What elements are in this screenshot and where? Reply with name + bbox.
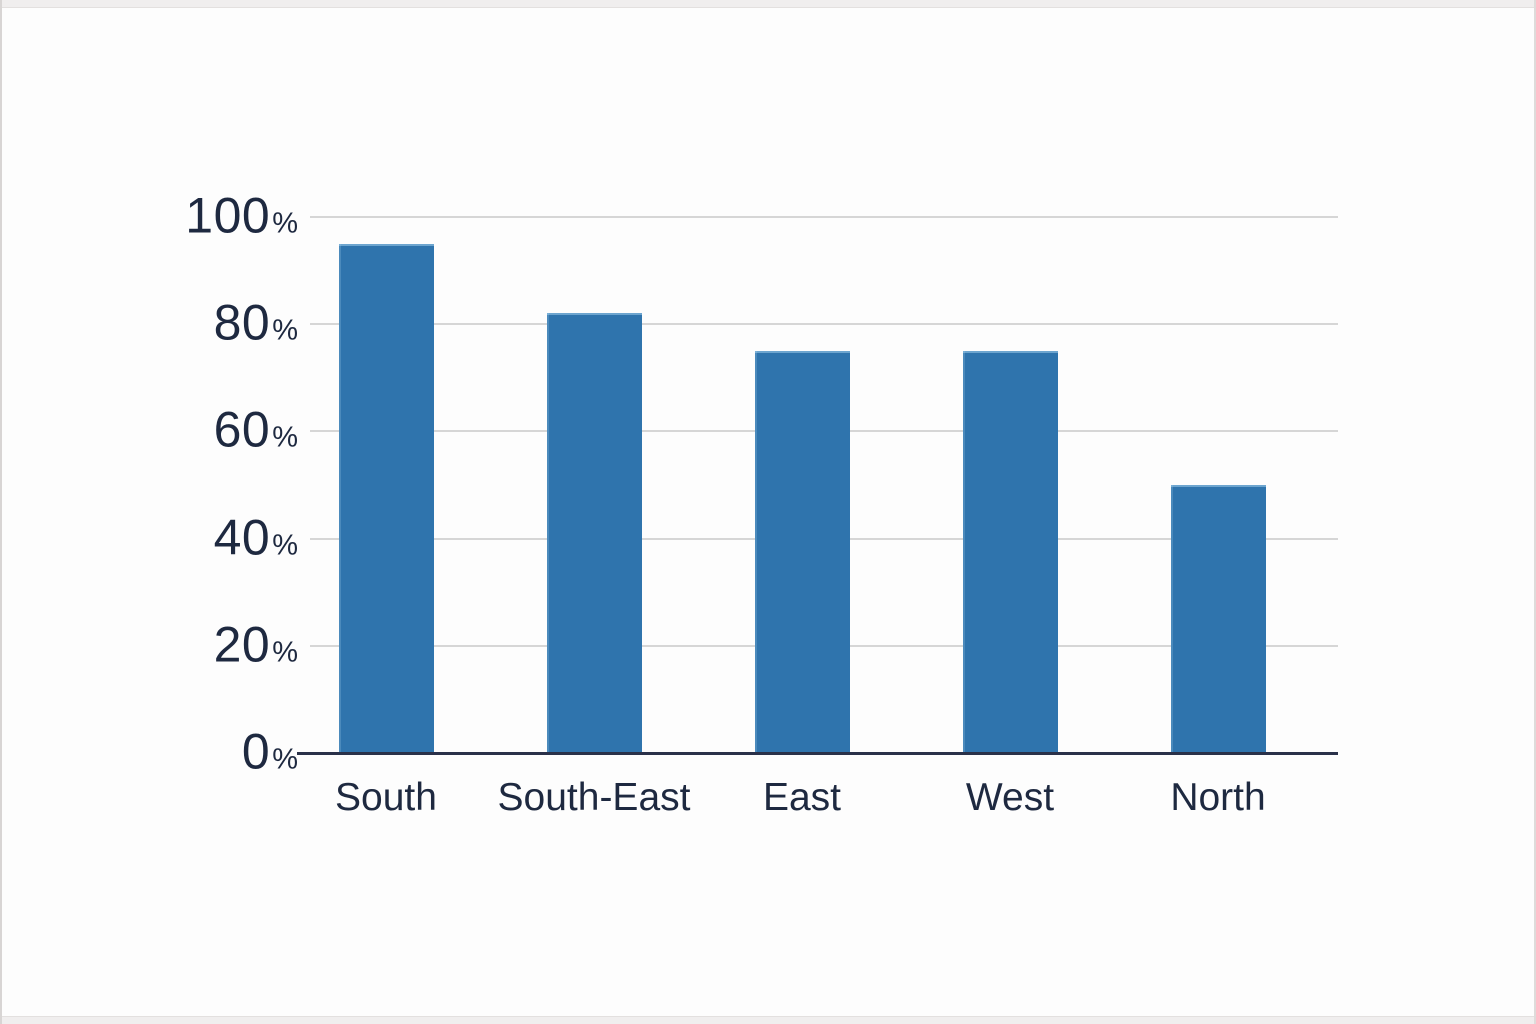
y-tick-value: 0 bbox=[241, 723, 271, 780]
y-tick-value: 60 bbox=[213, 401, 271, 458]
percent-sign: % bbox=[272, 314, 298, 347]
y-tick-0: 0% bbox=[242, 722, 298, 780]
y-tick-40: 40% bbox=[214, 508, 298, 566]
x-label-north: North bbox=[1170, 776, 1266, 819]
window-top-edge bbox=[2, 0, 1534, 8]
gridline-80 bbox=[310, 323, 1338, 326]
x-label-west: West bbox=[965, 776, 1055, 819]
y-axis-tick-labels: 0% 20% 40% 60% 80% 100% bbox=[2, 0, 298, 1024]
percent-sign: % bbox=[272, 421, 298, 454]
percent-sign: % bbox=[272, 207, 298, 240]
x-label-east: East bbox=[762, 776, 842, 819]
window-bottom-edge bbox=[2, 1016, 1534, 1024]
plot-area bbox=[282, 216, 1338, 755]
gridline-100 bbox=[310, 216, 1338, 218]
percent-sign: % bbox=[272, 743, 298, 776]
bar-south bbox=[338, 243, 434, 753]
bar-north bbox=[1170, 485, 1266, 753]
y-tick-value: 20 bbox=[213, 616, 271, 673]
x-axis-line bbox=[297, 752, 1338, 755]
y-tick-value: 40 bbox=[213, 508, 271, 565]
y-tick-80: 80% bbox=[214, 293, 298, 351]
percent-sign: % bbox=[272, 528, 298, 561]
y-tick-60: 60% bbox=[214, 401, 298, 459]
bar-east bbox=[754, 351, 850, 753]
x-label-south-east: South-East bbox=[497, 776, 691, 819]
percent-sign: % bbox=[272, 636, 298, 669]
y-tick-20: 20% bbox=[214, 615, 298, 673]
bar-west bbox=[962, 351, 1058, 753]
y-tick-100: 100% bbox=[185, 186, 298, 244]
x-label-south: South bbox=[335, 776, 437, 819]
bar-south-east bbox=[546, 313, 642, 753]
y-tick-value: 80 bbox=[213, 294, 271, 351]
y-tick-value: 100 bbox=[185, 187, 271, 244]
